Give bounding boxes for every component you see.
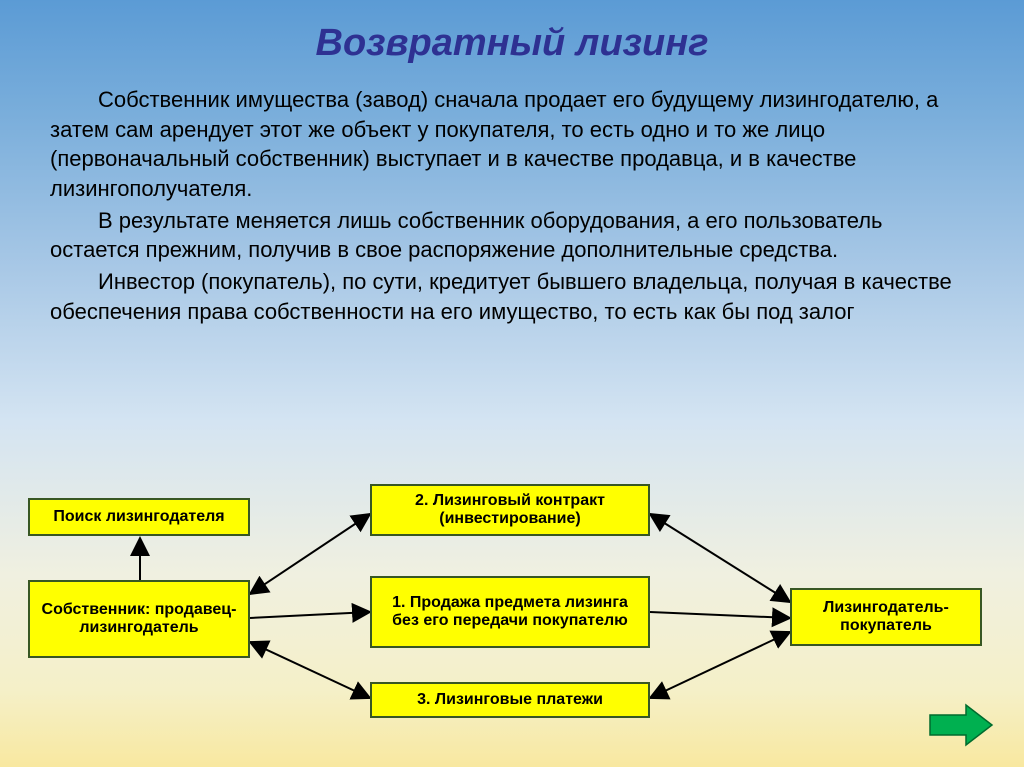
- paragraph-1: Собственник имущества (завод) сначала пр…: [50, 85, 974, 204]
- paragraph-3: Инвестор (покупатель), по сути, кредитуе…: [50, 267, 974, 326]
- box-owner: Собственник: продавец- лизингодатель: [28, 580, 250, 658]
- box-contract: 2. Лизинговый контракт (инвестирование): [370, 484, 650, 536]
- box-sale: 1. Продажа предмета лизинга без его пере…: [370, 576, 650, 648]
- flowchart: Поиск лизингодателя Собственник: продаве…: [0, 470, 1024, 750]
- box-search: Поиск лизингодателя: [28, 498, 250, 536]
- body-text: Собственник имущества (завод) сначала пр…: [0, 65, 1024, 339]
- box-lessor: Лизингодатель- покупатель: [790, 588, 982, 646]
- box-payments: 3. Лизинговые платежи: [370, 682, 650, 718]
- next-arrow-icon[interactable]: [926, 701, 996, 749]
- paragraph-2: В результате меняется лишь собственник о…: [50, 206, 974, 265]
- slide-title: Возвратный лизинг: [0, 0, 1024, 65]
